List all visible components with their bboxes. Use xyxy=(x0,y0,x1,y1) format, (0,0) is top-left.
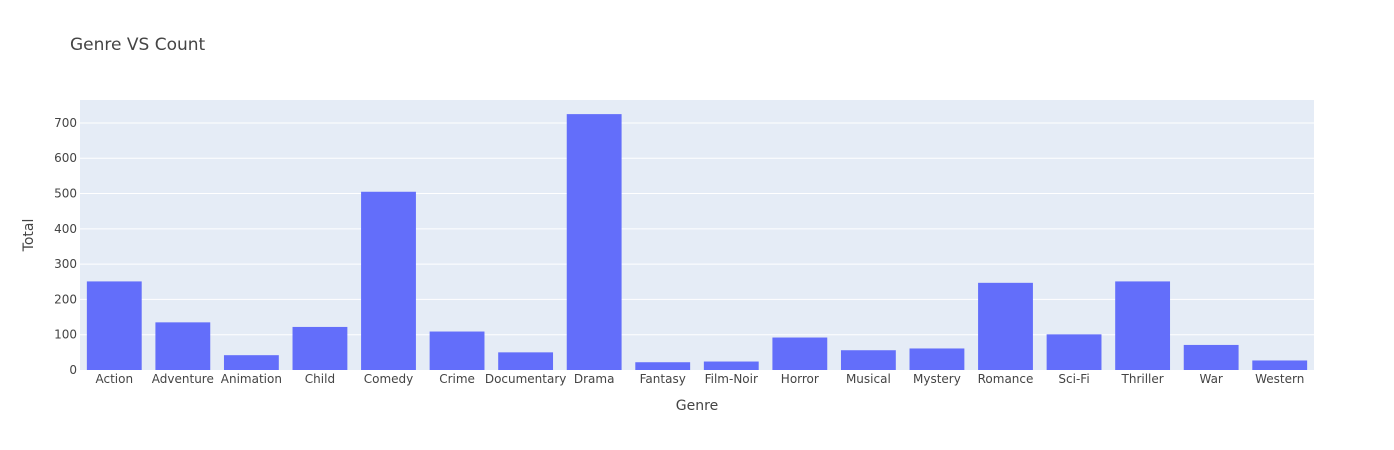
bar-crime xyxy=(429,331,485,370)
x-tick-label: Musical xyxy=(846,372,891,386)
bar-film-noir xyxy=(703,361,759,370)
bar-adventure xyxy=(155,322,211,370)
x-tick-label: War xyxy=(1199,372,1222,386)
x-tick-label: Fantasy xyxy=(640,372,686,386)
bar-sci-fi xyxy=(1046,334,1102,370)
x-tick-label: Horror xyxy=(781,372,819,386)
bar-war xyxy=(1183,344,1239,370)
plot-background xyxy=(80,100,1314,370)
x-tick-label: Thriller xyxy=(1121,372,1164,386)
x-tick-label: Film-Noir xyxy=(705,372,758,386)
y-axis-title: Total xyxy=(21,219,37,253)
y-tick-label: 300 xyxy=(54,257,77,271)
y-tick-label: 100 xyxy=(54,328,77,342)
y-tick-label: 0 xyxy=(69,363,77,377)
x-tick-label: Animation xyxy=(221,372,282,386)
x-tick-label: Documentary xyxy=(485,372,567,386)
bar-documentary xyxy=(498,352,554,370)
y-tick-label: 500 xyxy=(54,187,77,201)
bars xyxy=(86,114,1308,370)
bar-fantasy xyxy=(635,362,691,370)
bar-horror xyxy=(772,337,828,370)
bar-thriller xyxy=(1115,281,1171,370)
x-tick-label: Crime xyxy=(439,372,475,386)
y-tick-label: 600 xyxy=(54,151,77,165)
bar-drama xyxy=(566,114,622,370)
bar-western xyxy=(1252,360,1308,370)
x-axis-title: Genre xyxy=(676,398,718,414)
grid-lines xyxy=(80,122,1314,336)
y-axis-ticks: 0 100 200 300 400 500 600 700 xyxy=(54,116,77,377)
x-tick-label: Western xyxy=(1255,372,1304,386)
bar-action xyxy=(86,281,142,370)
bar-romance xyxy=(978,282,1033,370)
bar-animation xyxy=(223,355,279,370)
x-tick-label: Child xyxy=(305,372,335,386)
bar-comedy xyxy=(361,191,416,370)
bar-child xyxy=(292,326,348,370)
x-tick-label: Romance xyxy=(978,372,1034,386)
x-tick-label: Drama xyxy=(574,372,615,386)
x-tick-label: Comedy xyxy=(364,372,414,386)
x-axis-ticks: Action Adventure Animation Child Comedy Crime… xyxy=(95,372,1304,386)
chart-title: Genre VS Count xyxy=(70,35,206,55)
y-tick-label: 700 xyxy=(54,116,77,130)
bar-musical xyxy=(840,350,896,370)
x-tick-label: Adventure xyxy=(152,372,214,386)
x-tick-label: Action xyxy=(95,372,133,386)
bar-mystery xyxy=(909,348,965,370)
x-tick-label: Sci-Fi xyxy=(1058,372,1089,386)
y-tick-label: 200 xyxy=(54,292,77,306)
y-tick-label: 400 xyxy=(54,222,77,236)
x-tick-label: Mystery xyxy=(913,372,961,386)
